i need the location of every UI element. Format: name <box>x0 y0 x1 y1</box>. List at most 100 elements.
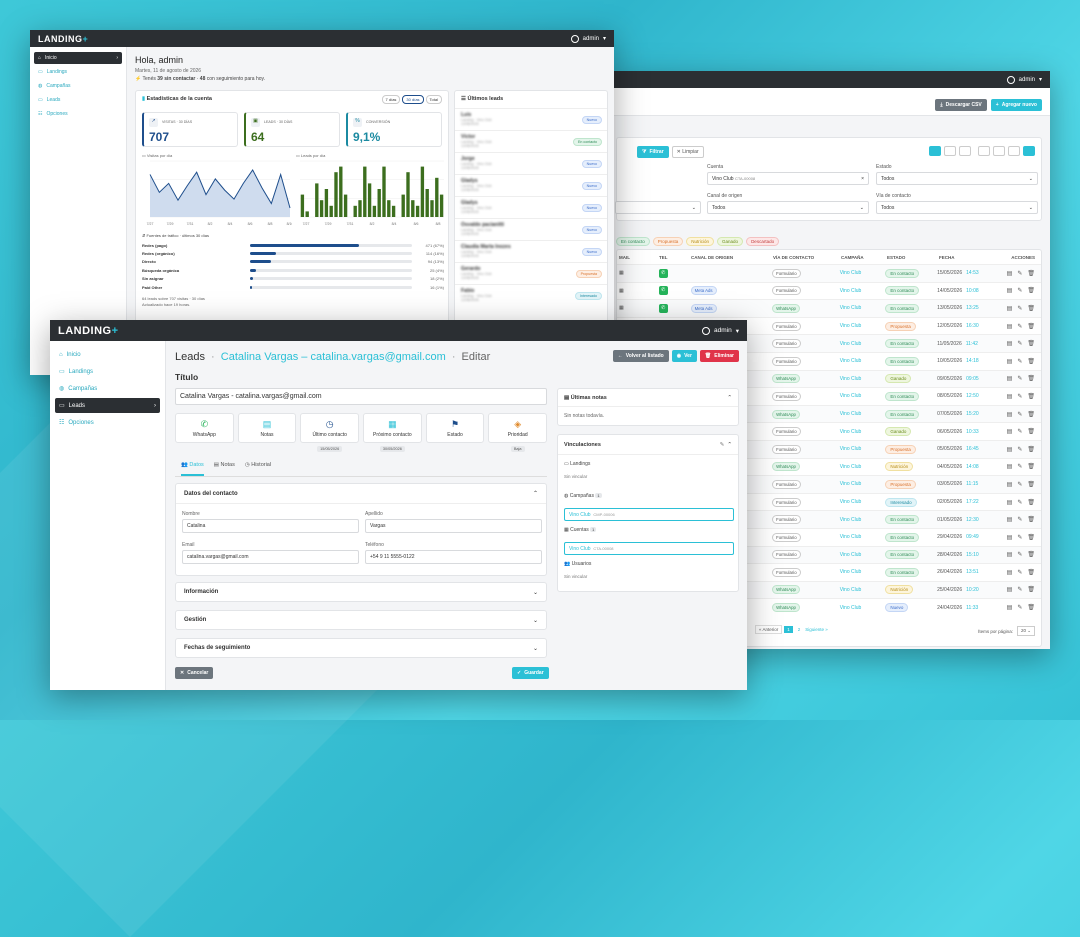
tab-historial[interactable]: ◷ Historial <box>244 462 272 468</box>
user-menu[interactable]: admin ▾ <box>570 34 606 43</box>
calendar-icon[interactable] <box>944 146 956 156</box>
campaign-link[interactable]: Vino Club <box>839 305 862 312</box>
document-icon[interactable]: ▤ <box>1006 605 1013 612</box>
document-icon[interactable]: ▤ <box>1006 446 1013 453</box>
trash-icon[interactable]: 🗑 <box>1027 341 1035 348</box>
trash-icon[interactable]: 🗑 <box>1027 499 1035 506</box>
breadcrumb-root[interactable]: Leads <box>175 351 205 363</box>
clear-icon[interactable]: × <box>861 175 864 182</box>
edit-icon[interactable]: ✎ <box>1017 587 1023 594</box>
edit-icon[interactable]: ✎ <box>1017 288 1023 295</box>
cancel-button[interactable]: ✕ Cancelar <box>175 667 214 679</box>
campaign-link[interactable]: Vino Club <box>839 481 862 488</box>
mail-icon[interactable]: ▦ <box>619 305 624 312</box>
quick-filter-chip[interactable]: Propuesta <box>652 237 684 246</box>
tab-notas[interactable]: ▤ Notas <box>213 462 235 468</box>
lead-list-item[interactable]: Gerardo Landing · Vino Club 12/08/2026 Prop… <box>455 262 607 284</box>
add-new-button[interactable]: + Agregar nuevo <box>990 99 1042 111</box>
edit-icon[interactable]: ✎ <box>1017 517 1023 524</box>
cuenta-select[interactable]: Vino Club CTA-00008 × <box>707 172 869 185</box>
document-icon[interactable]: ▤ <box>1006 411 1013 418</box>
document-icon[interactable]: ▤ <box>1006 305 1013 312</box>
via-select[interactable]: Todos ⌄ <box>876 201 1038 214</box>
document-icon[interactable]: ▤ <box>1006 569 1013 576</box>
document-icon[interactable]: ▤ <box>1006 499 1013 506</box>
lead-list-item[interactable]: Claudia Marta Inozes Landing · Vino Club 1… <box>455 240 607 262</box>
campaign-link[interactable]: Vino Club <box>839 358 862 365</box>
edit-icon[interactable]: ✎ <box>1017 605 1023 612</box>
document-icon[interactable]: ▤ <box>1006 341 1013 348</box>
columns-icon[interactable] <box>978 146 990 156</box>
trash-icon[interactable]: 🗑 <box>1027 358 1035 365</box>
trash-icon[interactable]: 🗑 <box>1027 517 1035 524</box>
campaign-link[interactable]: Vino Club CMP-00006 <box>564 508 734 521</box>
title-input[interactable]: Catalina Vargas - catalina.vargas@gmail.… <box>175 388 547 405</box>
trash-icon[interactable]: 🗑 <box>1027 481 1035 488</box>
trash-icon[interactable]: 🗑 <box>1027 288 1035 295</box>
campaign-link[interactable]: Vino Club <box>839 393 862 400</box>
tab-datos[interactable]: 👥 Datos <box>181 462 204 476</box>
quick-filter-chip[interactable]: En contacto <box>616 237 650 246</box>
sidebar-item-leads[interactable]: ▭ Leads › <box>55 398 160 413</box>
mail-icon[interactable]: ▦ <box>619 287 624 294</box>
range-30-button[interactable]: 30 días <box>402 95 424 104</box>
edit-icon[interactable]: ✎ <box>1017 376 1023 383</box>
document-icon[interactable]: ▤ <box>1006 376 1013 383</box>
view-button[interactable]: ◉ Ver <box>671 350 697 362</box>
trash-icon[interactable]: 🗑 <box>1027 534 1035 541</box>
account-link[interactable]: Vino Club CTA-00008 <box>564 542 734 555</box>
trash-icon[interactable]: 🗑 <box>1027 446 1035 453</box>
edit-icon[interactable]: ✎ <box>1017 270 1023 277</box>
email-input[interactable]: catalina.vargas@gmail.com <box>182 550 359 564</box>
table-row[interactable]: ▦ ✆ Meta Ads Formulario Vino Club En contacto… <box>617 281 1041 300</box>
edit-icon[interactable]: ✎ <box>1017 569 1023 576</box>
quick-filter-chip[interactable]: Ganado <box>717 237 744 246</box>
lead-list-item[interactable]: Jorge Landing · Vino Club 12/08/2026 Nuevo <box>455 152 607 174</box>
mail-icon[interactable]: ▦ <box>619 270 624 277</box>
campaign-link[interactable]: Vino Club <box>839 411 862 418</box>
table-row[interactable]: ▦ ✆ Formulario Vino Club En contacto 15/05/20… <box>617 264 1041 282</box>
collapsible-section[interactable]: Información ⌄ <box>175 582 547 602</box>
document-icon[interactable]: ▤ <box>1006 429 1013 436</box>
document-icon[interactable]: ▤ <box>1006 464 1013 471</box>
per-page-select[interactable]: 20 ⌄ <box>1016 626 1035 636</box>
document-icon[interactable]: ▤ <box>1006 587 1013 594</box>
delete-button[interactable]: 🗑 Eliminar <box>699 350 739 362</box>
telefono-input[interactable]: +54 9 11 5555-0122 <box>365 550 542 564</box>
prev-page-button[interactable]: « Anterior <box>755 625 783 634</box>
quick-filter-chip[interactable]: Descartado <box>746 237 780 246</box>
range-total-button[interactable]: Total <box>425 95 442 104</box>
sidebar-item-inicio[interactable]: ⌂ Inicio › <box>34 52 122 64</box>
nombre-input[interactable]: Catalina <box>182 519 359 533</box>
edit-icon[interactable]: ✎ <box>1017 393 1023 400</box>
sidebar-item-opciones[interactable]: ☷ Opciones <box>59 419 94 427</box>
lead-list-item[interactable]: Víctor Landing · Vino Club 12/08/2026 En co… <box>455 130 607 152</box>
lead-list-item[interactable]: Osvaldo pacianitti Landing · Vino Club 12/… <box>455 218 607 240</box>
sidebar-item-landings[interactable]: ▭ Landings <box>38 69 68 75</box>
document-icon[interactable]: ▤ <box>1006 288 1013 295</box>
sidebar-item-campanas[interactable]: ◍ Campañas <box>59 385 98 393</box>
expand-icon[interactable] <box>1023 146 1035 156</box>
trash-icon[interactable]: 🗑 <box>1027 464 1035 471</box>
grid-view-icon[interactable] <box>929 146 941 156</box>
trash-icon[interactable]: 🗑 <box>1027 587 1035 594</box>
user-menu[interactable]: admin ▾ <box>1006 75 1042 84</box>
canal-select[interactable]: Todos ⌄ <box>707 201 869 214</box>
document-icon[interactable]: ▤ <box>1006 393 1013 400</box>
edit-icon[interactable]: ✎ <box>1017 323 1023 330</box>
lead-list-item[interactable]: Gladys Landing · Vino Club 12/08/2026 Nuevo <box>455 174 607 196</box>
download-csv-button[interactable]: ⤓ Descargar CSV <box>935 99 987 111</box>
trash-icon[interactable]: 🗑 <box>1027 605 1035 612</box>
document-icon[interactable]: ▤ <box>1006 552 1013 559</box>
action-tile-5[interactable]: ◈ Prioridad <box>488 413 548 443</box>
action-tile-2[interactable]: ◷ Último contacto <box>300 413 360 443</box>
back-to-list-button[interactable]: ← Volver al listado <box>612 350 669 362</box>
campaign-link[interactable]: Vino Club <box>839 586 862 593</box>
trash-icon[interactable]: 🗑 <box>1027 552 1035 559</box>
whatsapp-icon[interactable]: ✆ <box>658 303 668 313</box>
document-icon[interactable]: ▤ <box>1006 517 1013 524</box>
campaign-link[interactable]: Vino Club <box>839 340 862 347</box>
campaign-link[interactable]: Vino Club <box>839 534 862 541</box>
